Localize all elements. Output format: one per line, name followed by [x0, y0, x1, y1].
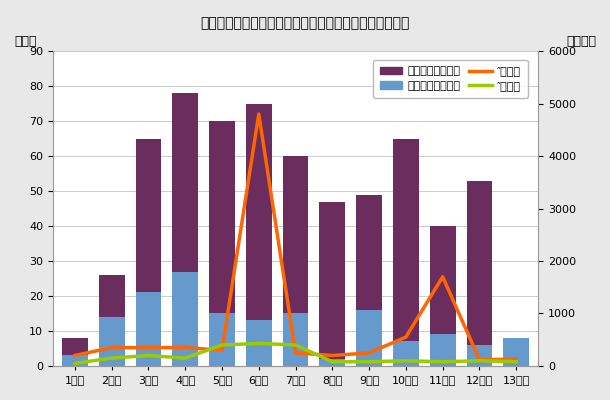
Bar — [356, 194, 382, 366]
″　負債 — [365, 359, 373, 364]
Line: ″　負債: ″ 負債 — [75, 114, 516, 360]
″　負債 — [255, 341, 262, 346]
Bar — [356, 310, 382, 366]
Bar — [393, 342, 418, 366]
Legend: 東日本大震災件数, 阪神・淡路大震災, ″　負債, ″　負債: 東日本大震災件数, 阪神・淡路大震災, ″ 負債, ″ 負債 — [373, 60, 528, 98]
″　負債 — [108, 356, 115, 360]
″　負債 — [182, 345, 189, 350]
Bar — [246, 104, 271, 366]
Text: 東日本大震災関連倒産　震災後月次推移（集計ベース）: 東日本大震災関連倒産 震災後月次推移（集計ベース） — [200, 16, 410, 30]
Bar — [99, 275, 124, 366]
″　負債 — [365, 350, 373, 355]
Text: （件）: （件） — [14, 35, 37, 48]
Bar — [99, 317, 124, 366]
″　負債 — [218, 342, 226, 347]
Bar — [503, 338, 529, 366]
Bar — [393, 138, 418, 366]
″　負債 — [476, 358, 483, 363]
″　負債 — [476, 357, 483, 362]
″　負債 — [182, 356, 189, 360]
″　負債 — [292, 350, 299, 355]
Bar — [173, 272, 198, 366]
Bar — [282, 314, 309, 366]
Bar — [430, 334, 456, 366]
″　負債 — [439, 274, 447, 279]
Bar — [62, 356, 88, 366]
Bar — [320, 359, 345, 366]
″　負債 — [329, 353, 336, 358]
Bar — [246, 320, 271, 366]
″　負債 — [71, 361, 79, 366]
Bar — [503, 338, 529, 366]
″　負債 — [218, 348, 226, 353]
″　負債 — [108, 345, 115, 350]
Bar — [209, 314, 235, 366]
″　負債 — [512, 357, 520, 362]
″　負債 — [145, 353, 152, 358]
Bar — [173, 93, 198, 366]
″　負債 — [402, 358, 409, 363]
Bar — [209, 121, 235, 366]
″　負債 — [145, 345, 152, 350]
Bar — [135, 138, 161, 366]
″　負債 — [329, 359, 336, 364]
Line: ″　負債: ″ 負債 — [75, 344, 516, 363]
″　負債 — [255, 112, 262, 116]
″　負債 — [402, 335, 409, 340]
Bar — [467, 345, 492, 366]
Bar — [467, 180, 492, 366]
″　負債 — [439, 359, 447, 364]
Bar — [320, 202, 345, 366]
Bar — [135, 292, 161, 366]
″　負債 — [512, 359, 520, 364]
″　負債 — [292, 342, 299, 347]
Bar — [282, 156, 309, 366]
Bar — [430, 226, 456, 366]
″　負債 — [71, 353, 79, 358]
Bar — [62, 338, 88, 366]
Text: （億円）: （億円） — [567, 35, 597, 48]
